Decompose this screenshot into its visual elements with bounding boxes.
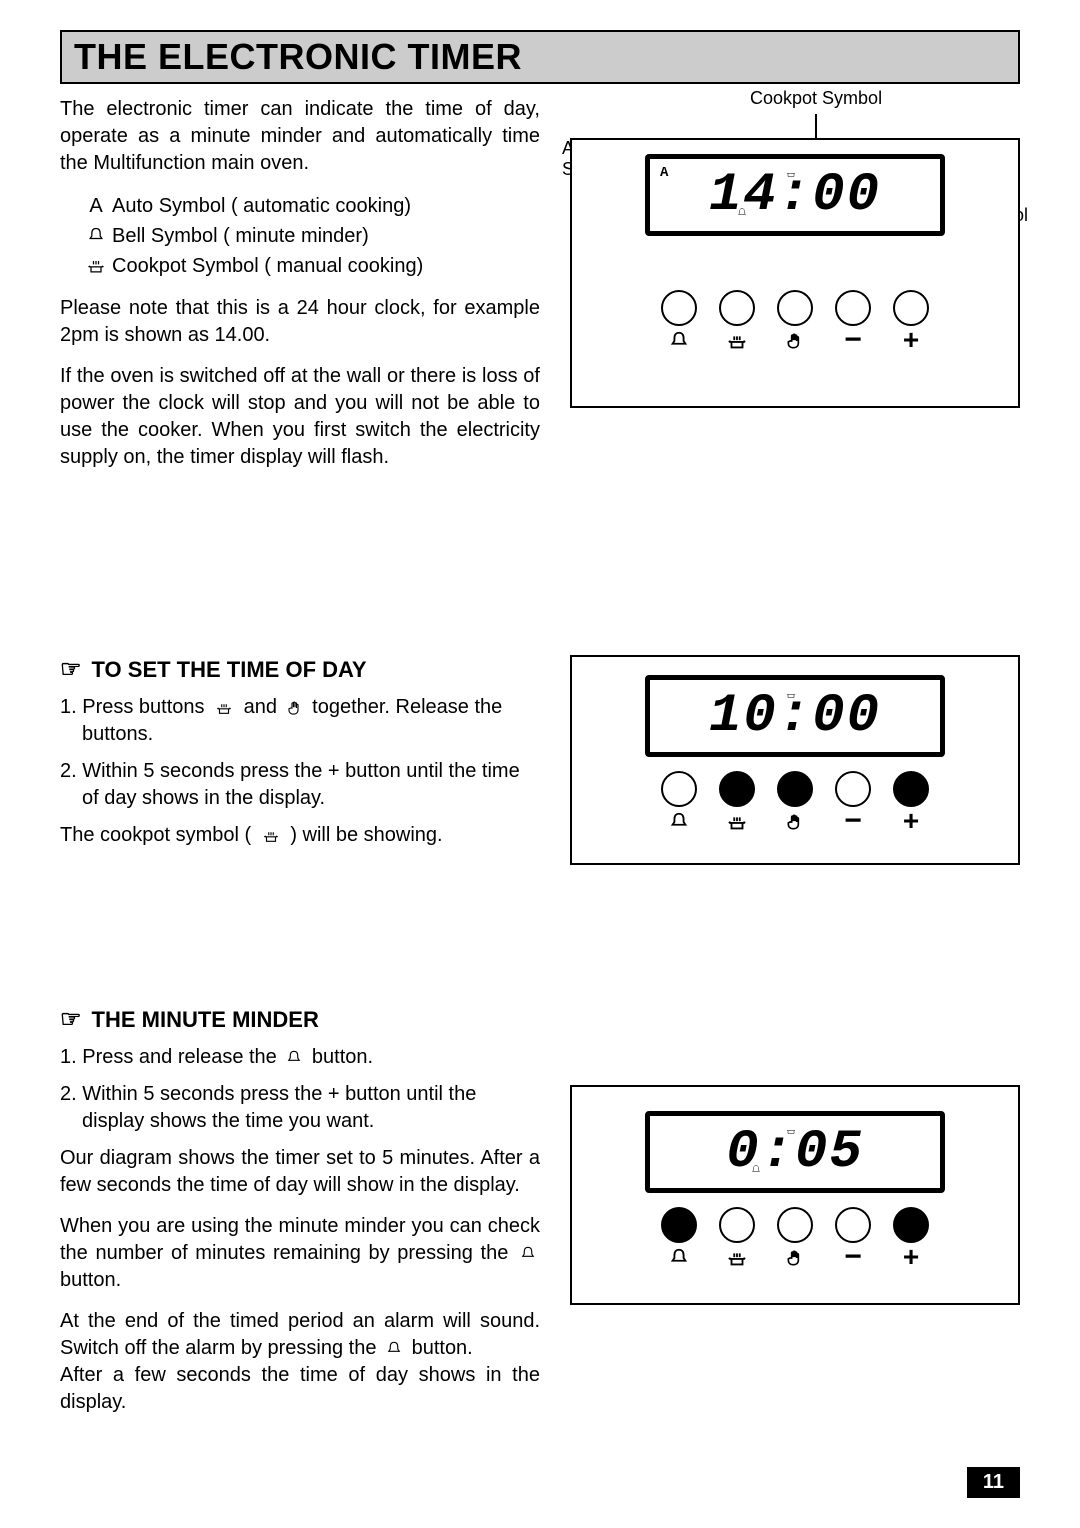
minute-minder-diagram: 0:05 − + (570, 1085, 1020, 1305)
lcd-mini-icons (785, 688, 797, 700)
mm-step2: 2. Within 5 seconds press the + button u… (60, 1081, 540, 1135)
lcd-auto-mark: A (660, 165, 670, 181)
hand-button[interactable] (777, 1207, 813, 1271)
timer-buttons: − + (572, 290, 1018, 354)
hand-button[interactable] (777, 771, 813, 835)
plus-button[interactable]: + (893, 1207, 929, 1271)
bell-icon (80, 226, 112, 246)
legend-label: Cookpot Symbol ( manual cooking) (112, 251, 423, 281)
minus-button[interactable]: − (835, 290, 871, 354)
intro-p1: The electronic timer can indicate the ti… (60, 96, 540, 177)
bell-button[interactable] (661, 290, 697, 354)
bell-button[interactable] (661, 1207, 697, 1271)
cookpot-label: Cookpot Symbol (750, 88, 882, 109)
timer-buttons: − + (572, 771, 1018, 835)
set-time-step1: 1. Press buttons and together. Release t… (60, 694, 540, 748)
lcd-mini-icons (785, 167, 797, 179)
minus-button[interactable]: − (835, 1207, 871, 1271)
intro-p3: If the oven is switched off at the wall … (60, 363, 540, 471)
lcd-mini-icons (785, 1124, 797, 1136)
timer-diagram-main: A 14:00 − + (570, 138, 1020, 408)
set-time-note: The cookpot symbol ( ) will be showing. (60, 822, 540, 849)
lcd-display: 0:05 (645, 1111, 945, 1193)
lcd-display: 10:00 (645, 675, 945, 757)
plus-button[interactable]: + (893, 771, 929, 835)
cookpot-icon (260, 827, 282, 845)
set-time-diagram: 10:00 − + (570, 655, 1020, 865)
mm-step1: 1. Press and release the button. (60, 1044, 540, 1071)
legend-label: Bell Symbol ( minute minder) (112, 221, 369, 251)
minus-button[interactable]: − (835, 771, 871, 835)
hand-button[interactable] (777, 290, 813, 354)
plus-button[interactable]: + (893, 290, 929, 354)
mm-p1: Our diagram shows the timer set to 5 min… (60, 1145, 540, 1199)
bell-button[interactable] (661, 771, 697, 835)
cookpot-button[interactable] (719, 771, 755, 835)
cookpot-icon (80, 256, 112, 276)
cookpot-button[interactable] (719, 1207, 755, 1271)
page-title-bar: THE ELECTRONIC TIMER (60, 30, 1020, 84)
intro-p2: Please note that this is a 24 hour clock… (60, 295, 540, 349)
bell-icon (519, 1245, 537, 1263)
legend-row: Cookpot Symbol ( manual cooking) (80, 251, 540, 281)
symbol-legend: A Auto Symbol ( automatic cooking) Bell … (80, 191, 540, 281)
legend-label: Auto Symbol ( automatic cooking) (112, 191, 411, 221)
legend-row: Bell Symbol ( minute minder) (80, 221, 540, 251)
cookpot-icon (213, 699, 235, 717)
pointing-hand-icon: ☞ (60, 1005, 82, 1034)
lcd-display: A 14:00 (645, 154, 945, 236)
set-time-heading: ☞ TO SET THE TIME OF DAY (60, 655, 540, 684)
mm-p4: After a few seconds the time of day show… (60, 1362, 540, 1416)
mm-p2: When you are using the minute minder you… (60, 1213, 540, 1294)
timer-buttons: − + (572, 1207, 1018, 1271)
bell-icon (385, 1340, 403, 1358)
set-time-step2: 2. Within 5 seconds press the + button u… (60, 758, 540, 812)
auto-symbol: A (80, 191, 112, 221)
hand-icon (286, 699, 304, 717)
bell-icon (285, 1049, 303, 1067)
pointing-hand-icon: ☞ (60, 655, 82, 684)
mm-p3: At the end of the timed period an alarm … (60, 1308, 540, 1362)
minute-minder-heading: ☞ THE MINUTE MINDER (60, 1005, 540, 1034)
page-number: 11 (967, 1467, 1020, 1498)
page-title: THE ELECTRONIC TIMER (74, 36, 1006, 78)
cookpot-button[interactable] (719, 290, 755, 354)
legend-row: A Auto Symbol ( automatic cooking) (80, 191, 540, 221)
